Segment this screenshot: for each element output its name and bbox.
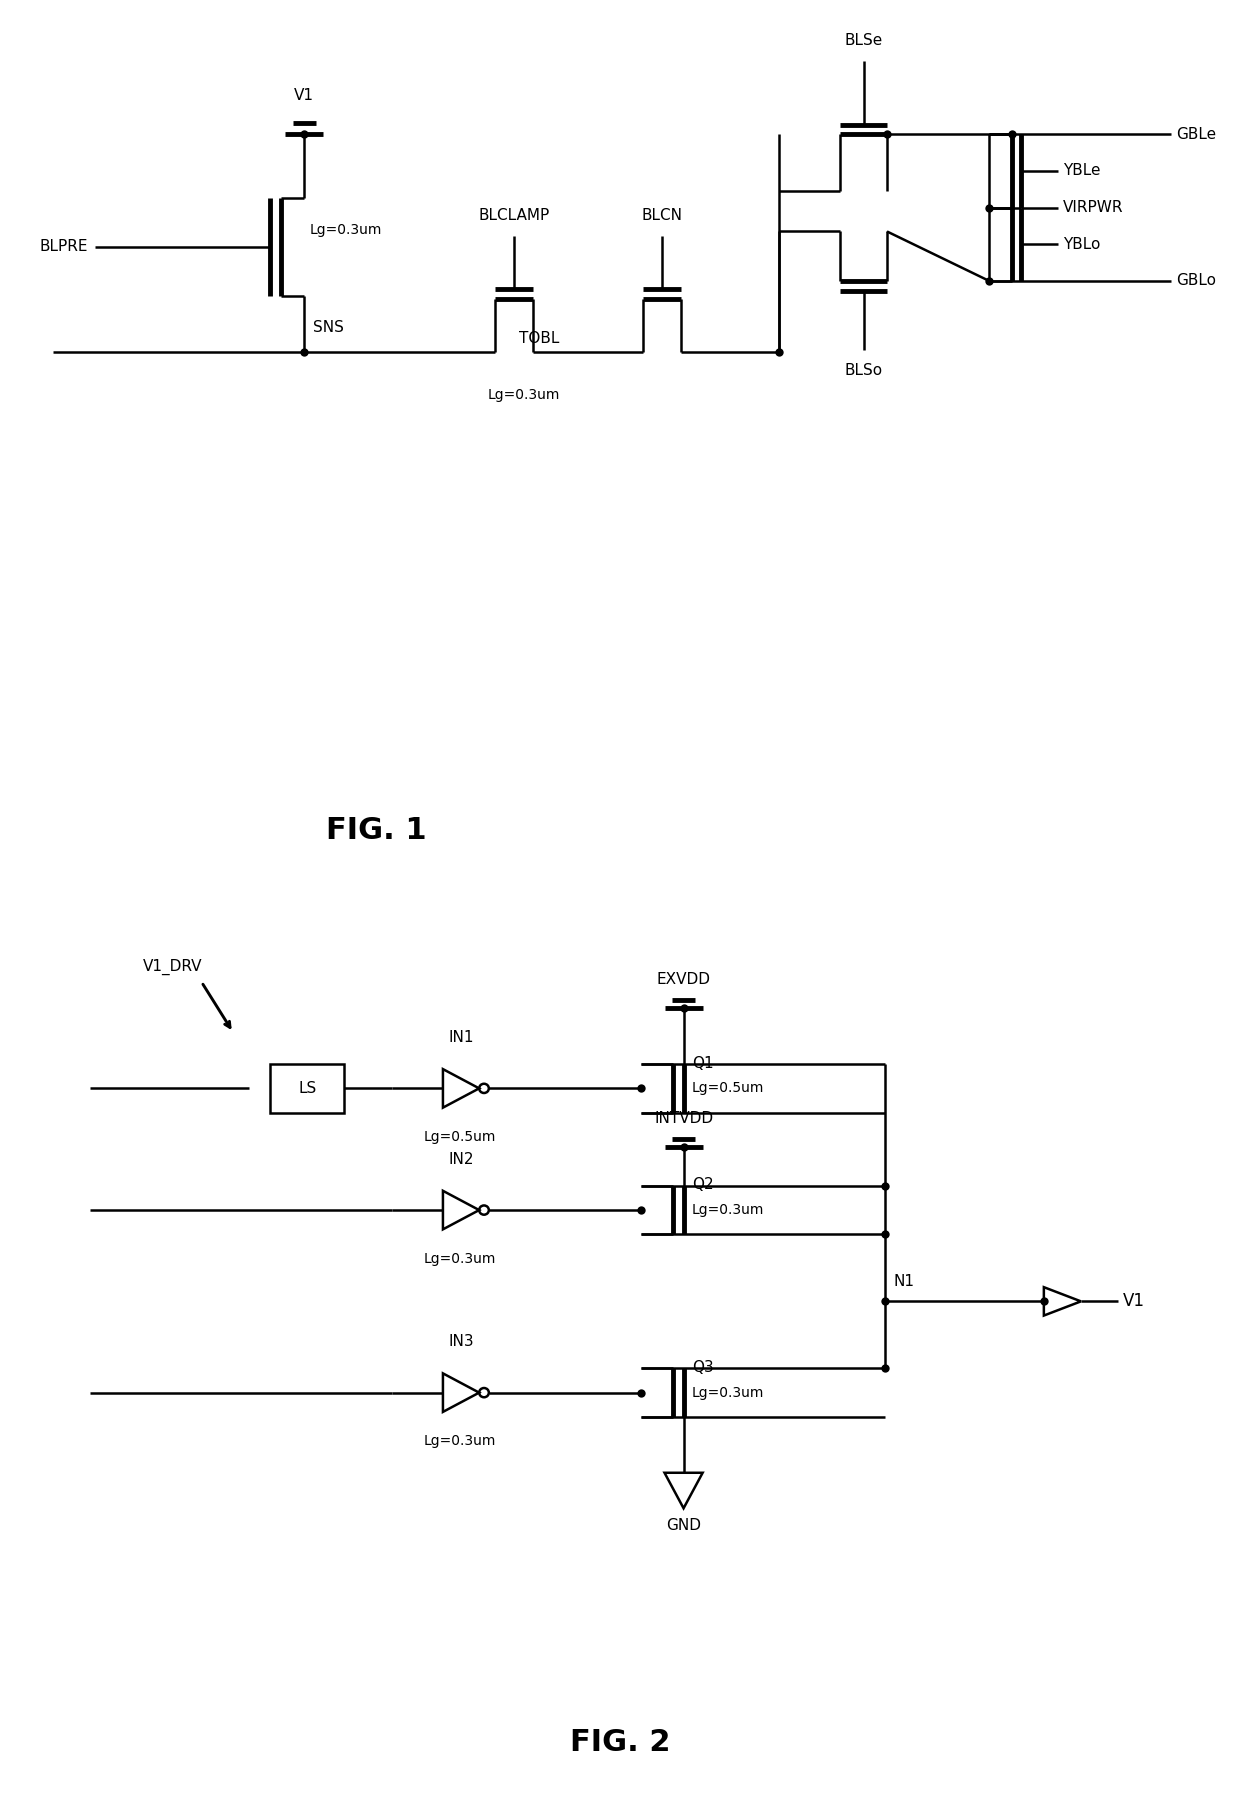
Text: BLSo: BLSo: [844, 363, 883, 379]
Text: V1_DRV: V1_DRV: [143, 959, 202, 975]
Text: Lg=0.3um: Lg=0.3um: [487, 388, 560, 402]
Text: Lg=0.3um: Lg=0.3um: [692, 1387, 764, 1399]
Text: N1: N1: [893, 1273, 914, 1288]
Text: V1: V1: [1123, 1293, 1146, 1311]
Text: IN1: IN1: [449, 1031, 474, 1045]
Text: GBLe: GBLe: [1177, 128, 1216, 142]
Text: YBLe: YBLe: [1063, 163, 1100, 178]
Text: VIRPWR: VIRPWR: [1063, 199, 1123, 216]
Text: FIG. 1: FIG. 1: [326, 817, 427, 846]
Text: GBLo: GBLo: [1177, 273, 1216, 287]
Text: BLCLAMP: BLCLAMP: [479, 208, 549, 223]
Text: EXVDD: EXVDD: [656, 972, 711, 988]
Text: Lg=0.3um: Lg=0.3um: [424, 1435, 496, 1448]
Text: LS: LS: [299, 1081, 316, 1096]
Text: GND: GND: [666, 1518, 701, 1534]
Text: INTVDD: INTVDD: [653, 1112, 713, 1126]
Text: Lg=0.3um: Lg=0.3um: [424, 1252, 496, 1266]
Text: Lg=0.3um: Lg=0.3um: [692, 1203, 764, 1218]
Text: SNS: SNS: [312, 320, 343, 334]
Text: TOBL: TOBL: [520, 330, 559, 347]
Text: Lg=0.5um: Lg=0.5um: [424, 1130, 496, 1144]
Text: BLSe: BLSe: [844, 32, 883, 48]
Text: BLCN: BLCN: [642, 208, 683, 223]
Text: Q1: Q1: [692, 1056, 714, 1070]
Text: Lg=0.3um: Lg=0.3um: [310, 223, 382, 237]
Text: V1: V1: [294, 88, 314, 102]
Text: Lg=0.5um: Lg=0.5um: [692, 1081, 764, 1096]
Text: Q2: Q2: [692, 1176, 714, 1193]
Text: IN2: IN2: [449, 1151, 474, 1167]
Text: FIG. 2: FIG. 2: [569, 1728, 671, 1756]
Text: BLPRE: BLPRE: [40, 239, 88, 255]
Text: Q3: Q3: [692, 1360, 714, 1374]
Text: YBLo: YBLo: [1063, 237, 1100, 251]
Text: IN3: IN3: [448, 1334, 474, 1349]
Bar: [270, 1063, 345, 1114]
